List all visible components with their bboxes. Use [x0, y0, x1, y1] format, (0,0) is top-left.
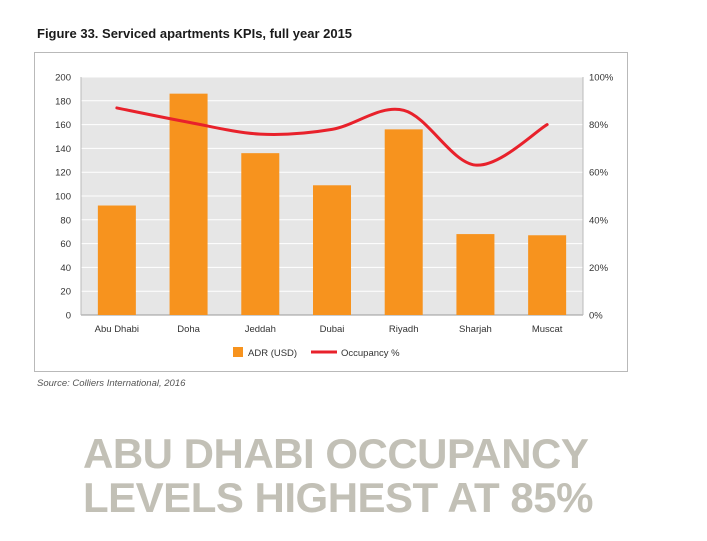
headline-line-1: ABU DHABI OCCUPANCY — [83, 430, 589, 477]
y-tick-label: 100 — [55, 192, 71, 203]
headline: ABU DHABI OCCUPANCY LEVELS HIGHEST AT 85… — [83, 432, 593, 520]
y-tick-label: 0 — [66, 311, 71, 322]
x-tick-label: Riyadh — [389, 324, 419, 335]
y2-tick-label: 20% — [589, 263, 609, 274]
y-tick-label: 160 — [55, 120, 71, 131]
y2-tick-label: 100% — [589, 73, 614, 84]
y2-tick-label: 0% — [589, 311, 603, 322]
figure-title: Figure 33. Serviced apartments KPIs, ful… — [37, 26, 353, 41]
legend-label-adr: ADR (USD) — [248, 348, 297, 359]
bar — [384, 129, 423, 315]
x-tick-label: Muscat — [532, 324, 563, 335]
x-tick-label: Dubai — [320, 324, 345, 335]
chart: 0 20 40 60 80 100 120 140 160 180 200 0% 20% 40% 60% 80… — [55, 73, 614, 360]
bar — [241, 153, 280, 315]
y-tick-label: 140 — [55, 144, 71, 155]
legend-label-occupancy: Occupancy % — [341, 348, 400, 359]
y-tick-label: 200 — [55, 73, 71, 84]
bar — [97, 205, 136, 315]
y2-tick-label: 40% — [589, 215, 609, 226]
headline-line-2: LEVELS HIGHEST AT 85% — [83, 474, 593, 521]
y-tick-label: 60 — [60, 239, 71, 250]
y2-tick-label: 60% — [589, 168, 609, 179]
bar — [169, 93, 208, 315]
source-note: Source: Colliers International, 2016 — [37, 378, 186, 389]
y2-tick-label: 80% — [589, 120, 609, 131]
x-tick-label: Sharjah — [459, 324, 492, 335]
bar — [456, 234, 495, 315]
y-tick-label: 40 — [60, 263, 71, 274]
y-tick-label: 80 — [60, 215, 71, 226]
x-tick-label: Doha — [177, 324, 200, 335]
legend-swatch-adr — [233, 347, 243, 357]
y-tick-label: 180 — [55, 96, 71, 107]
chart-frame: 0 20 40 60 80 100 120 140 160 180 200 0% 20% 40% 60% 80… — [34, 52, 628, 372]
bar — [313, 185, 351, 315]
y-tick-label: 120 — [55, 168, 71, 179]
y-tick-label: 20 — [60, 287, 71, 298]
x-tick-label: Jeddah — [245, 324, 276, 335]
x-tick-label: Abu Dhabi — [95, 324, 139, 335]
bar — [528, 235, 567, 315]
